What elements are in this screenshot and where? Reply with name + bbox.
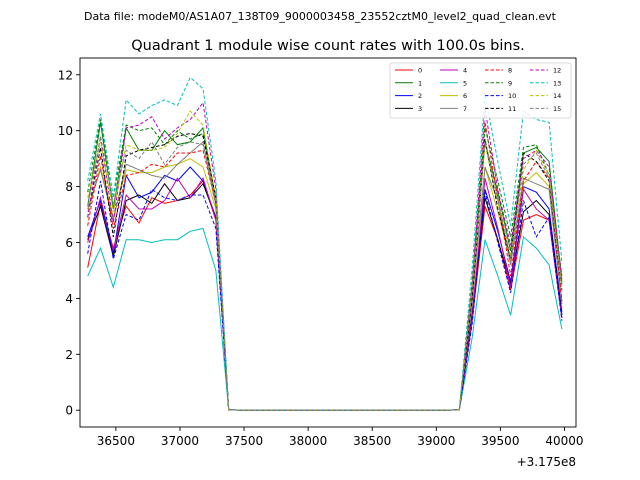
legend-label-0: 0 bbox=[418, 67, 422, 75]
legend-box bbox=[389, 62, 572, 119]
x-tick-label: 38000 bbox=[289, 434, 327, 448]
figure-suptitle: Data file: modeM0/AS1A07_138T09_90000034… bbox=[84, 10, 557, 23]
series-line-10 bbox=[87, 180, 563, 411]
legend-label-11: 11 bbox=[508, 105, 516, 113]
series-line-15 bbox=[87, 136, 563, 411]
x-offset-label: +3.175e8 bbox=[517, 455, 576, 469]
legend-label-6: 6 bbox=[463, 92, 467, 100]
legend-label-13: 13 bbox=[553, 79, 561, 87]
x-tick-label: 36500 bbox=[97, 434, 135, 448]
legend-label-3: 3 bbox=[418, 105, 422, 113]
legend-label-1: 1 bbox=[418, 79, 422, 87]
y-tick-label: 8 bbox=[65, 180, 73, 194]
legend-label-8: 8 bbox=[508, 67, 512, 75]
legend-label-7: 7 bbox=[463, 105, 467, 113]
y-tick-label: 2 bbox=[65, 348, 73, 362]
legend-label-2: 2 bbox=[418, 92, 422, 100]
legend-label-15: 15 bbox=[553, 105, 561, 113]
y-tick-label: 6 bbox=[65, 236, 73, 250]
series-line-8 bbox=[87, 122, 563, 411]
x-tick-label: 37500 bbox=[225, 434, 263, 448]
chart-title: Quadrant 1 module wise count rates with … bbox=[131, 38, 525, 54]
series-line-13 bbox=[87, 76, 563, 411]
legend-label-12: 12 bbox=[553, 67, 561, 75]
x-tick-label: 39500 bbox=[481, 434, 519, 448]
x-tick-label: 37000 bbox=[161, 434, 199, 448]
legend-label-9: 9 bbox=[508, 79, 512, 87]
x-tick-label: 38500 bbox=[353, 434, 391, 448]
legend-label-14: 14 bbox=[553, 92, 561, 100]
series-line-9 bbox=[87, 119, 563, 411]
x-tick-label: 39000 bbox=[417, 434, 455, 448]
legend-label-4: 4 bbox=[463, 67, 467, 75]
series-layer bbox=[87, 76, 563, 411]
x-tick-label: 40000 bbox=[545, 434, 583, 448]
y-tick-label: 0 bbox=[65, 404, 73, 418]
y-tick-label: 12 bbox=[58, 68, 73, 82]
axes-layer: 36500 37000 37500 38000 38500 39000 39500 40000… bbox=[58, 57, 584, 448]
y-tick-label: 10 bbox=[58, 124, 73, 138]
legend-label-5: 5 bbox=[463, 79, 467, 87]
series-line-11 bbox=[87, 132, 563, 411]
legend-label-10: 10 bbox=[508, 92, 516, 100]
y-tick-label: 4 bbox=[65, 292, 73, 306]
